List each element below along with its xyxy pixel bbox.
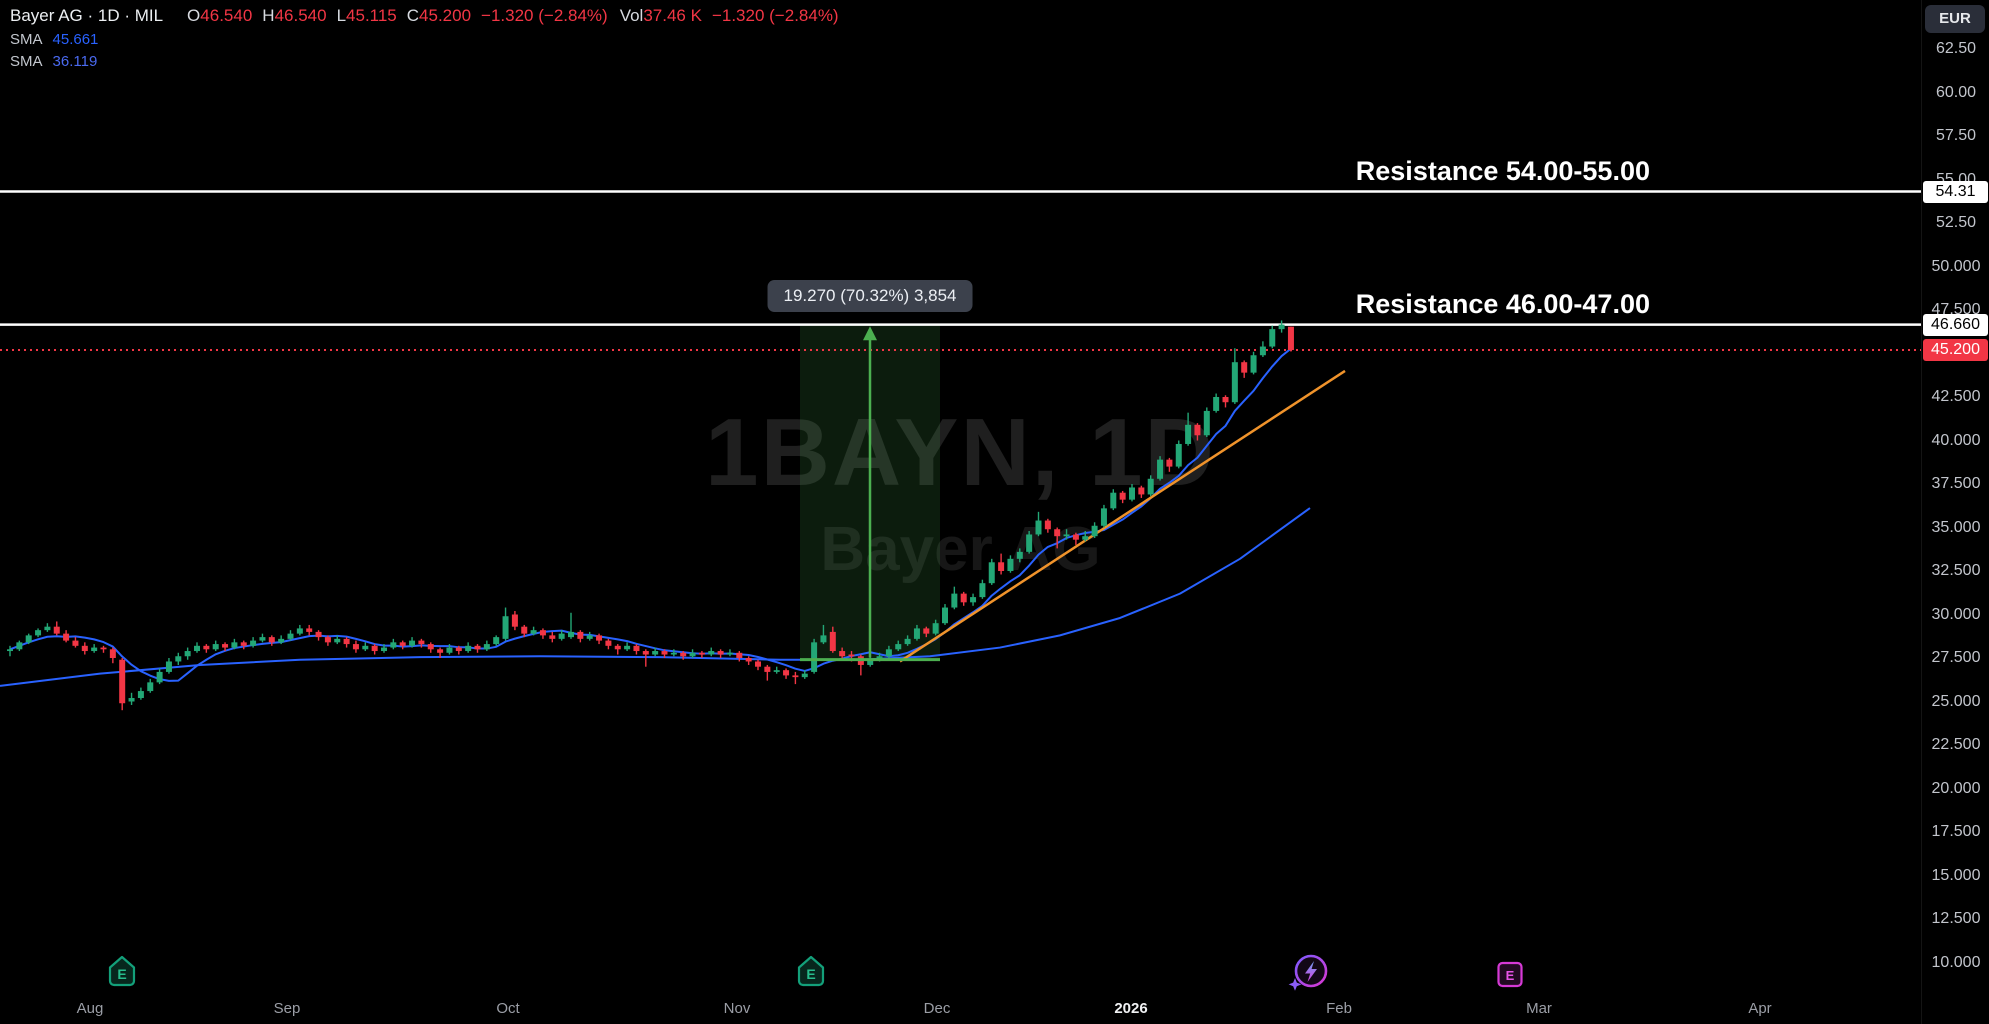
- price-tick: 15.000: [1931, 866, 1981, 884]
- time-tick: Apr: [1748, 1000, 1772, 1017]
- sma-slow-legend-row[interactable]: SMA 36.119: [10, 53, 839, 70]
- high-label: H: [262, 6, 275, 25]
- candlestick-series: [7, 320, 1294, 711]
- price-tick: 62.50: [1935, 40, 1977, 57]
- sma-slow-label: SMA: [10, 53, 43, 70]
- sma-fast-legend-row[interactable]: SMA 45.661: [10, 31, 839, 48]
- time-tick: Aug: [76, 1000, 104, 1017]
- price-line-label-54.31: 54.31: [1923, 180, 1988, 203]
- price-tick: 25.000: [1931, 692, 1981, 710]
- price-tick: 32.500: [1931, 562, 1981, 579]
- lightning-event-icon[interactable]: [1286, 951, 1332, 1002]
- low-value: 45.115: [346, 6, 397, 25]
- high-value: 46.540: [274, 6, 327, 25]
- last-price-label: 45.200: [1923, 339, 1988, 362]
- earnings-letter: E: [117, 966, 126, 982]
- sma-slow-value: 36.119: [52, 53, 98, 70]
- currency-button[interactable]: EUR: [1925, 5, 1985, 33]
- change-value-2: −1.320 (−2.84%): [711, 6, 839, 25]
- measure-arrowhead: [863, 326, 877, 341]
- sparkle: [1288, 978, 1302, 991]
- earnings-icon[interactable]: E: [107, 955, 137, 994]
- price-tick: 37.500: [1931, 475, 1981, 492]
- price-tick: 42.500: [1931, 388, 1981, 405]
- change-value: −1.320 (−2.84%): [481, 6, 608, 25]
- price-tick: 52.50: [1935, 214, 1977, 231]
- price-tick: 50.000: [1931, 257, 1981, 275]
- resistance-label-upper[interactable]: Resistance 54.00-55.00: [1355, 155, 1650, 186]
- price-line-label-46.660: 46.660: [1923, 313, 1988, 336]
- open-label: O: [187, 6, 201, 25]
- price-tick: 57.50: [1935, 127, 1977, 144]
- price-tick: 10.000: [1931, 953, 1981, 971]
- time-tick: 2026: [1114, 1000, 1148, 1017]
- price-tick: 20.000: [1931, 779, 1981, 797]
- price-tick: 12.500: [1931, 910, 1981, 927]
- earnings-estimate-icon[interactable]: E: [1497, 961, 1524, 993]
- close-value: 45.200: [419, 6, 472, 25]
- trendline[interactable]: [899, 369, 1346, 663]
- time-tick: Nov: [723, 1000, 751, 1017]
- resistance-label-lower[interactable]: Resistance 46.00-47.00: [1355, 288, 1650, 319]
- time-tick: Feb: [1326, 1000, 1352, 1017]
- sma-fast-value: 45.661: [52, 31, 99, 48]
- price-tick: 35.000: [1931, 518, 1981, 536]
- price-tick: 60.00: [1935, 83, 1977, 101]
- price-tick: 17.500: [1931, 823, 1981, 840]
- time-axis[interactable]: Aug Sep Oct Nov Dec 2026 Feb Mar Apr: [0, 994, 1921, 1024]
- volume-value: 37.46 K: [643, 6, 702, 25]
- sma-fast-line[interactable]: [9, 347, 1292, 682]
- time-tick: Oct: [496, 1000, 520, 1017]
- chart-legend[interactable]: Bayer AG · 1D · MIL O 46.540 H 46.540 L 45.…: [10, 6, 839, 70]
- time-tick: Sep: [273, 1000, 301, 1017]
- open-value: 46.540: [200, 6, 253, 25]
- price-tick: 22.500: [1931, 736, 1981, 753]
- symbol-legend-row[interactable]: Bayer AG · 1D · MIL O 46.540 H 46.540 L 45.…: [10, 6, 839, 26]
- sma-fast-label: SMA: [10, 31, 43, 48]
- low-label: L: [336, 6, 347, 25]
- close-label: C: [406, 6, 420, 25]
- earnings-letter: E: [806, 966, 815, 982]
- earnings-icon[interactable]: E: [796, 955, 826, 994]
- earnings-letter: E: [1506, 968, 1515, 983]
- time-tick: Dec: [923, 1000, 951, 1017]
- sma-slow-line[interactable]: [0, 507, 1311, 687]
- time-tick: Mar: [1526, 1000, 1552, 1017]
- measure-tooltip: 19.270 (70.32%) 3,854: [767, 280, 973, 312]
- price-axis[interactable]: EUR 54.31 46.660 45.200 62.50 60.00 57.50 5…: [1921, 0, 1989, 1024]
- chart-canvas[interactable]: [0, 0, 1921, 1024]
- price-tick: 27.500: [1931, 649, 1981, 666]
- price-tick: 40.000: [1931, 431, 1981, 449]
- price-tick: 30.000: [1931, 605, 1981, 623]
- lightning-bolt: [1305, 961, 1317, 982]
- volume-label: Vol: [619, 6, 644, 25]
- symbol-title[interactable]: Bayer AG · 1D · MIL: [10, 6, 164, 25]
